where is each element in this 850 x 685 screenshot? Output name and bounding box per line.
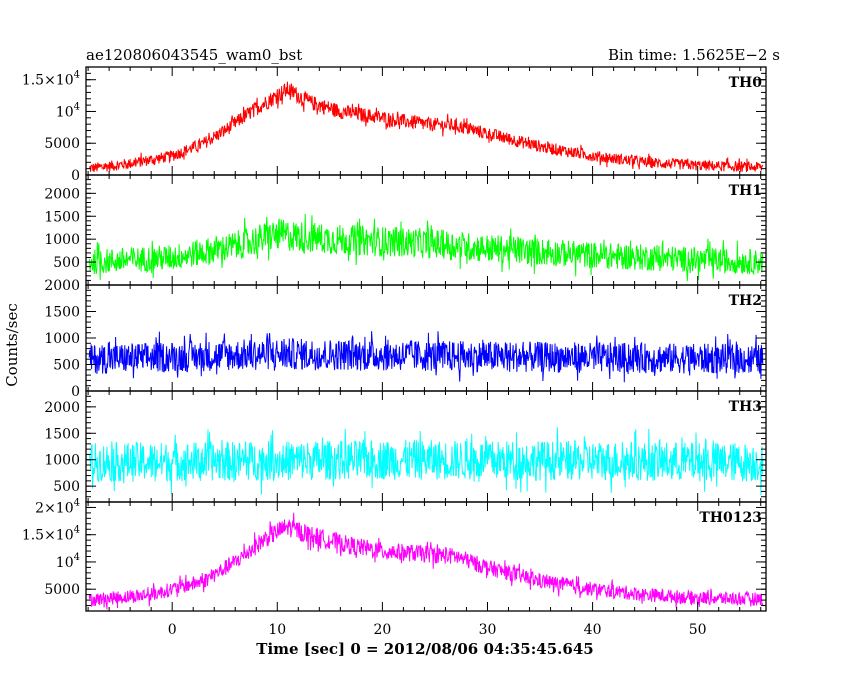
panel-frame (85, 284, 767, 392)
y-tick-label: 2000 (44, 278, 80, 294)
y-tick-label: 2000 (44, 186, 80, 202)
series-line-th3 (88, 427, 764, 496)
y-tick-label: 0 (71, 168, 80, 184)
y-axis-label: Counts/sec (3, 303, 21, 387)
x-tick-label: 0 (168, 622, 177, 638)
y-tick-label: 2×104 (35, 497, 80, 516)
y-tick-label: 1500 (44, 426, 80, 442)
y-tick-label: 2000 (44, 400, 80, 416)
y-tick-label: 1000 (44, 232, 80, 248)
y-tick-label: 500 (53, 358, 80, 374)
panel-label-th3: TH3 (729, 399, 762, 415)
panel-label-th2: TH2 (729, 293, 762, 309)
chart-title-left: ae120806043545_wam0_bst (86, 46, 302, 64)
series-line-th2 (88, 331, 764, 383)
y-tick-label: 1500 (44, 305, 80, 321)
series-line-th1 (88, 213, 764, 282)
panel-frame (85, 66, 767, 176)
y-tick-label: 0 (71, 384, 80, 400)
y-tick-label: 500 (53, 479, 80, 495)
y-tick-label: 1.5×104 (22, 525, 80, 544)
x-tick-label: 40 (584, 622, 602, 638)
panel-frame (85, 174, 767, 286)
x-tick-label: 30 (479, 622, 497, 638)
x-tick-label: 50 (689, 622, 707, 638)
panel-label-th0: TH0 (729, 75, 763, 91)
y-tick-label: 104 (56, 552, 80, 571)
panels-group: TH0050001041.5×104TH1500100015002000TH20… (22, 66, 767, 638)
series-line-th0 (88, 81, 764, 173)
y-tick-label: 1000 (44, 331, 80, 347)
x-tick-label: 10 (268, 622, 286, 638)
y-tick-label: 1500 (44, 209, 80, 225)
y-tick-label: 5000 (44, 136, 80, 152)
chart-title-right: Bin time: 1.5625E−2 s (608, 46, 780, 64)
panel-label-th1: TH1 (729, 183, 762, 199)
series-line-th0123 (88, 512, 764, 610)
y-tick-label: 1.5×104 (22, 70, 80, 89)
x-tick-label: 20 (373, 622, 391, 638)
panel-label-th0123: TH0123 (699, 510, 762, 526)
y-tick-label: 5000 (44, 582, 80, 598)
y-tick-label: 500 (53, 255, 80, 271)
x-axis-label: Time [sec] 0 = 2012/08/06 04:35:45.645 (256, 640, 593, 658)
y-tick-label: 104 (56, 101, 80, 120)
y-tick-label: 1000 (44, 453, 80, 469)
